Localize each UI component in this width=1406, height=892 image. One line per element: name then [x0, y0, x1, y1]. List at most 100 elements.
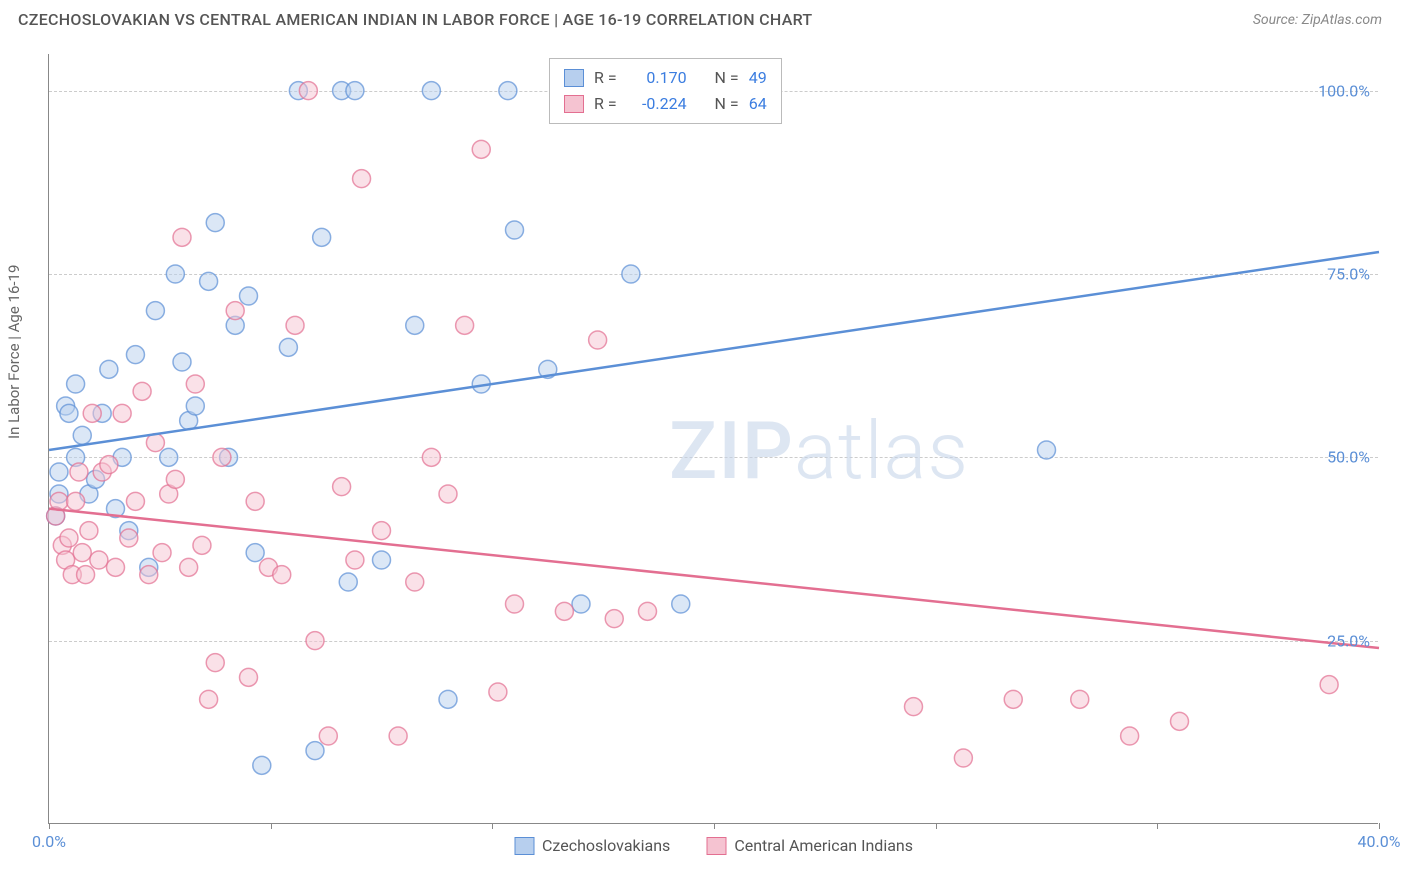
y-axis-label: In Labor Force | Age 16-19: [5, 265, 23, 439]
trend-line-series-0: [49, 252, 1379, 450]
data-point-series-1: [186, 375, 204, 393]
r-label: R =: [594, 65, 617, 91]
data-point-series-1: [200, 690, 218, 708]
data-point-series-1: [113, 404, 131, 422]
data-point-series-1: [126, 492, 144, 510]
data-point-series-0: [422, 82, 440, 100]
data-point-series-1: [50, 492, 68, 510]
data-point-series-0: [499, 82, 517, 100]
swatch-series-0: [564, 69, 584, 87]
data-point-series-1: [589, 331, 607, 349]
data-point-series-1: [193, 536, 211, 554]
data-point-series-1: [353, 170, 371, 188]
swatch-series-1: [564, 95, 584, 113]
data-point-series-1: [240, 668, 258, 686]
data-point-series-1: [213, 448, 231, 466]
x-tick-label: 0.0%: [32, 832, 66, 851]
y-tick-label: 100.0%: [1318, 81, 1370, 100]
data-point-series-1: [60, 529, 78, 547]
data-point-series-1: [306, 632, 324, 650]
data-point-series-1: [1121, 727, 1139, 745]
data-point-series-0: [186, 397, 204, 415]
correlation-legend: R = 0.170 N = 49 R = -0.224 N = 64: [549, 58, 782, 124]
data-point-series-0: [572, 595, 590, 613]
data-point-series-0: [1038, 441, 1056, 459]
data-point-series-1: [70, 463, 88, 481]
data-point-series-1: [299, 82, 317, 100]
data-point-series-1: [333, 478, 351, 496]
data-point-series-0: [146, 302, 164, 320]
data-point-series-1: [1071, 690, 1089, 708]
data-point-series-1: [319, 727, 337, 745]
n-value-0: 49: [749, 65, 767, 91]
data-point-series-1: [1004, 690, 1022, 708]
data-point-series-0: [67, 375, 85, 393]
data-point-series-1: [555, 602, 573, 620]
legend-row-series-1: R = -0.224 N = 64: [564, 91, 767, 117]
data-point-series-1: [472, 140, 490, 158]
data-point-series-1: [146, 434, 164, 452]
data-point-series-1: [605, 610, 623, 628]
y-tick-label: 50.0%: [1327, 448, 1370, 467]
r-value-1: -0.224: [627, 91, 687, 117]
data-point-series-0: [206, 214, 224, 232]
data-point-series-0: [246, 544, 264, 562]
data-point-series-1: [506, 595, 524, 613]
r-value-0: 0.170: [627, 65, 687, 91]
data-point-series-0: [279, 338, 297, 356]
swatch-bottom-0: [514, 837, 534, 855]
data-point-series-1: [1320, 676, 1338, 694]
legend-label-1: Central American Indians: [734, 836, 913, 855]
x-tick-label: 40.0%: [1358, 832, 1401, 851]
data-point-series-1: [489, 683, 507, 701]
data-point-series-0: [439, 690, 457, 708]
data-point-series-1: [77, 566, 95, 584]
x-tick: [714, 823, 715, 829]
data-point-series-0: [306, 742, 324, 760]
legend-label-0: Czechoslovakians: [542, 836, 670, 855]
data-point-series-1: [286, 316, 304, 334]
x-tick: [1379, 823, 1380, 829]
data-point-series-1: [346, 551, 364, 569]
data-point-series-1: [406, 573, 424, 591]
y-tick-label: 75.0%: [1327, 265, 1370, 284]
n-label: N =: [715, 91, 739, 117]
data-point-series-0: [622, 265, 640, 283]
data-point-series-1: [73, 544, 91, 562]
data-point-series-1: [173, 228, 191, 246]
data-point-series-0: [73, 426, 91, 444]
data-point-series-1: [273, 566, 291, 584]
chart-plot-area: ZIPatlas R = 0.170 N = 49 R = -0.224 N =…: [48, 54, 1378, 824]
data-point-series-0: [346, 82, 364, 100]
data-point-series-1: [456, 316, 474, 334]
series-legend: Czechoslovakians Central American Indian…: [514, 836, 913, 855]
data-point-series-0: [160, 448, 178, 466]
x-tick: [271, 823, 272, 829]
x-tick: [49, 823, 50, 829]
data-point-series-1: [226, 302, 244, 320]
source-attribution: Source: ZipAtlas.com: [1253, 12, 1382, 28]
data-point-series-1: [439, 485, 457, 503]
data-point-series-1: [639, 602, 657, 620]
data-point-series-0: [672, 595, 690, 613]
data-point-series-1: [153, 544, 171, 562]
data-point-series-1: [107, 558, 125, 576]
data-point-series-1: [373, 522, 391, 540]
data-point-series-0: [166, 265, 184, 283]
data-point-series-1: [83, 404, 101, 422]
data-point-series-0: [60, 404, 78, 422]
data-point-series-1: [100, 456, 118, 474]
data-point-series-0: [126, 346, 144, 364]
data-point-series-0: [406, 316, 424, 334]
data-point-series-1: [905, 698, 923, 716]
data-point-series-1: [246, 492, 264, 510]
data-point-series-0: [313, 228, 331, 246]
n-value-1: 64: [749, 91, 767, 117]
data-point-series-0: [506, 221, 524, 239]
data-point-series-1: [1171, 712, 1189, 730]
data-point-series-1: [389, 727, 407, 745]
swatch-bottom-1: [706, 837, 726, 855]
data-point-series-1: [120, 529, 138, 547]
data-point-series-0: [100, 360, 118, 378]
data-point-series-1: [180, 558, 198, 576]
